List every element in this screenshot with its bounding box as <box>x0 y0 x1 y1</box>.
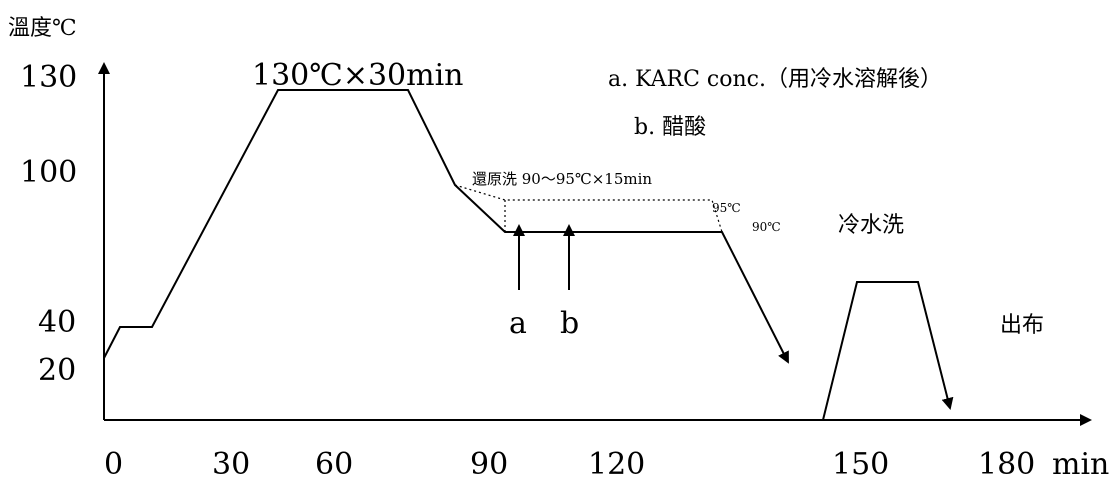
reduction-clear-95-line <box>454 184 723 233</box>
x-tick-label: 90 <box>470 447 508 479</box>
x-tick-label: 60 <box>315 447 353 479</box>
addition-label-a: a <box>509 306 527 341</box>
y-tick-label: 100 <box>20 155 77 190</box>
x-tick-label: 30 <box>212 447 250 479</box>
legend-item-a: a. KARC conc.（用冷水溶解後） <box>608 67 942 92</box>
y-tick-label: 20 <box>38 353 76 388</box>
x-tick-label: 180 <box>978 447 1035 479</box>
unload-annotation: 出布 <box>1000 313 1044 338</box>
dyeing-profile-line <box>103 89 789 364</box>
hold-annotation: 130℃×30min <box>252 58 464 93</box>
temp-90-annotation: 90℃ <box>752 220 781 234</box>
y-axis-label: 溫度℃ <box>8 16 77 41</box>
legend-item-b: b. 醋酸 <box>634 115 706 140</box>
y-tick-label: 40 <box>38 305 76 340</box>
cold-wash-annotation: 冷水洗 <box>838 213 904 238</box>
reduction-clear-annotation: 還原洗 90～95℃×15min <box>472 170 652 188</box>
y-tick-label: 130 <box>20 60 77 95</box>
x-axis-unit: min <box>1052 447 1109 479</box>
addition-label-b: b <box>560 306 579 341</box>
x-tick-label: 120 <box>588 447 645 479</box>
temp-95-annotation: 95℃ <box>712 201 741 215</box>
x-tick-label: 0 <box>104 447 123 479</box>
cold-wash-profile-line <box>822 281 954 421</box>
x-tick-label: 150 <box>832 447 889 479</box>
